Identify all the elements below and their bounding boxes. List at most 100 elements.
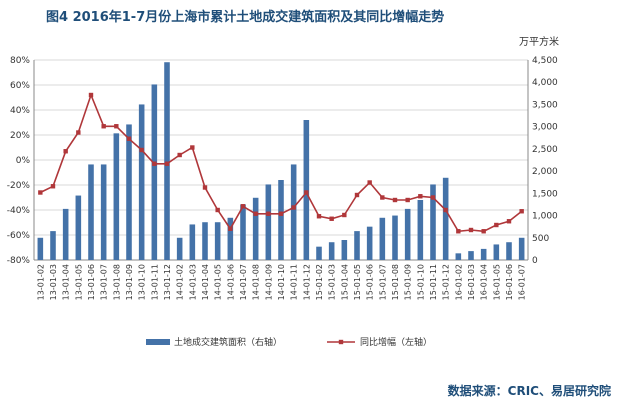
legend-marker-line [338,339,344,345]
bar [214,222,221,260]
line-point [76,130,81,135]
x-axis-tick-label: 15-01-12 [442,264,451,300]
line-point [380,195,385,200]
x-axis-tick-label: 13-01-05 [74,264,83,300]
left-axis-tick-label: 60% [10,81,30,91]
right-axis-tick-label: 3,500 [532,100,558,110]
line-point [329,216,334,221]
bar [404,208,411,260]
x-axis-tick-label: 16-01-03 [467,264,476,300]
bar [493,244,500,260]
right-axis-unit-label: 万平方米 [519,37,559,48]
x-axis-tick-label: 14-01-12 [302,264,311,300]
chart-title: 图4 2016年1-7月份上海市累计土地成交建筑面积及其同比增幅走势 [46,10,445,25]
x-axis-tick-label: 13-01-04 [62,264,71,300]
line-point [164,161,170,166]
right-axis-tick-label: 2,000 [532,167,558,177]
right-axis-tick-label: 500 [532,234,549,244]
bar [75,195,82,260]
line-point [253,211,258,216]
line-point [266,211,271,216]
x-axis-tick-label: 15-01-08 [391,264,400,300]
line-point [190,145,195,150]
x-axis-tick-label: 14-01-07 [239,264,248,300]
line-point [342,212,347,218]
bar [417,200,424,260]
x-axis-tick-label: 14-01-08 [252,264,261,300]
bar [189,224,196,260]
bar [202,222,208,260]
x-axis-tick-label: 15-01-02 [315,264,324,300]
x-axis-tick-label: 14-01-10 [277,264,286,300]
bar [176,237,183,260]
x-axis-tick-label: 13-01-10 [138,264,147,300]
left-axis-tick-label: 0% [16,156,31,166]
bar [126,124,132,260]
left-axis-tick-label: -20% [7,181,31,191]
bar [341,240,348,260]
left-axis-tick-label: 20% [10,131,30,141]
source-note: 数据来源：CRIC、易居研究院 [447,384,611,398]
right-axis-tick-label: 4,000 [532,78,558,88]
bar [442,177,449,260]
bar [455,253,462,260]
bar [138,104,145,260]
left-axis-tick-label: 80% [10,56,30,66]
line-point [519,209,524,214]
x-axis-tick-label: 16-01-06 [505,264,514,300]
bar [151,84,158,260]
line-point [50,184,56,189]
line-point [101,124,106,129]
x-axis-tick-label: 13-01-11 [150,264,159,300]
bar [379,217,386,260]
line-point [316,214,322,219]
line-point [443,207,448,213]
x-axis-tick-label: 15-01-10 [416,264,425,300]
bar [227,217,234,260]
bar [392,215,398,260]
x-axis-tick-label: 14-01-05 [214,264,223,300]
bar [518,237,525,260]
line-point [228,226,233,231]
line-point [88,92,94,98]
bar [164,62,170,260]
line-point [392,197,398,203]
line-point [38,190,43,195]
bar [316,246,322,260]
line-point [63,149,68,154]
left-axis-tick-label: -60% [7,231,31,241]
line-point [152,161,157,166]
left-axis-tick-label: -80% [7,256,31,266]
line-point [139,147,144,153]
x-axis-tick-label: 15-01-03 [328,264,337,300]
bar [278,180,284,260]
x-axis-tick-label: 15-01-05 [353,264,362,300]
bar [303,120,310,260]
bar [252,197,259,260]
line-point [202,185,208,190]
bar [88,164,94,260]
x-axis-tick-label: 16-01-07 [518,264,527,300]
bar [430,184,436,260]
x-axis-tick-label: 16-01-04 [480,264,489,300]
line-point [126,136,132,141]
bar [366,226,373,260]
right-axis-tick-label: 1,500 [532,189,558,199]
bar [265,184,272,260]
line-point [304,190,309,195]
line-point [468,227,474,233]
line-point [278,211,284,216]
x-axis-tick-label: 14-01-03 [188,264,197,300]
line-point [405,197,410,203]
right-axis-tick-label: 1,000 [532,212,558,222]
x-axis-tick-label: 13-01-12 [163,264,172,300]
line-point [215,207,220,213]
bar [290,164,297,260]
line-point [506,219,512,224]
bar [62,208,69,260]
x-axis-tick-label: 13-01-08 [112,264,121,300]
line-point [367,180,372,185]
x-axis-tick-label: 16-01-05 [492,264,501,300]
right-axis-tick-label: 2,500 [532,145,558,155]
